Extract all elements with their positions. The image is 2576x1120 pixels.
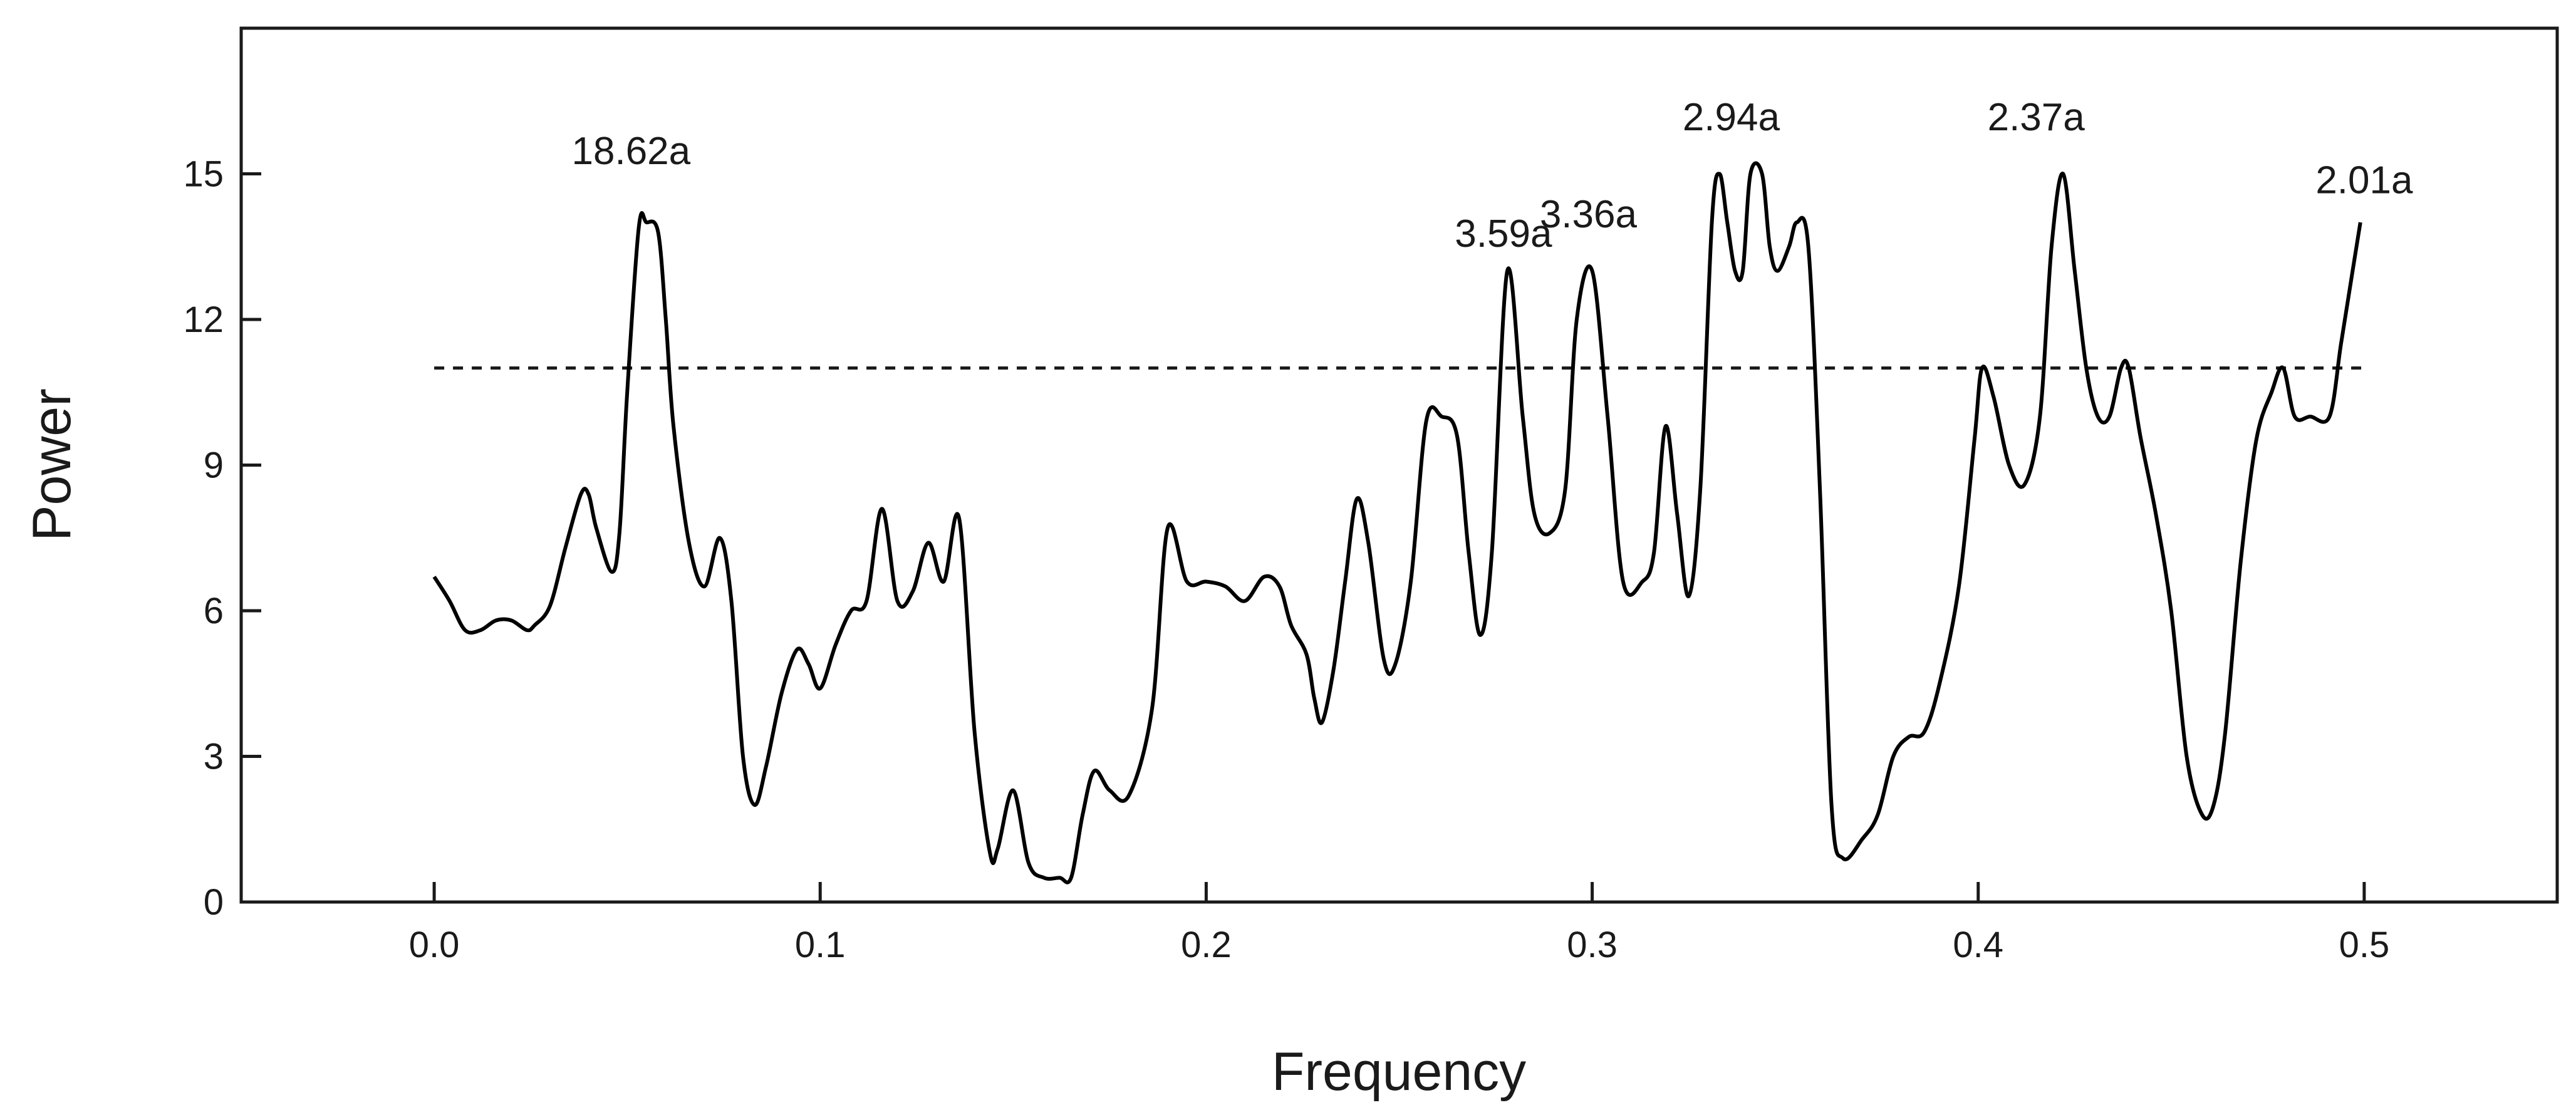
- y-tick-label: 9: [204, 445, 224, 486]
- x-tick-label: 0.3: [1567, 925, 1618, 965]
- peak-annotation: 3.36a: [1540, 193, 1638, 236]
- peak-annotation: 3.59a: [1455, 212, 1552, 256]
- x-tick-label: 0.5: [2339, 925, 2390, 965]
- x-axis-ticks: 0.0 0.1 0.2 0.3 0.4 0.5: [409, 882, 2389, 965]
- y-tick-label: 3: [204, 737, 224, 777]
- y-tick-label: 15: [183, 154, 224, 195]
- x-tick-label: 0.4: [1953, 925, 2003, 965]
- y-tick-label: 0: [204, 882, 224, 923]
- y-axis-title: Power: [22, 388, 82, 541]
- peak-annotation: 2.37a: [1988, 96, 2085, 139]
- peak-annotation: 18.62a: [572, 130, 691, 173]
- peak-annotation: 2.01a: [2315, 159, 2413, 202]
- peak-annotation: 2.94a: [1683, 96, 1780, 139]
- x-tick-label: 0.1: [795, 925, 846, 965]
- y-axis-ticks: 0 3 6 9 12 15: [183, 154, 261, 923]
- power-spectrum-line: [432, 161, 2362, 884]
- x-tick-label: 0.0: [409, 925, 460, 965]
- x-axis-title: Frequency: [1272, 1042, 1526, 1102]
- x-tick-label: 0.2: [1181, 925, 1232, 965]
- y-tick-label: 12: [183, 299, 224, 340]
- y-tick-label: 6: [204, 591, 224, 631]
